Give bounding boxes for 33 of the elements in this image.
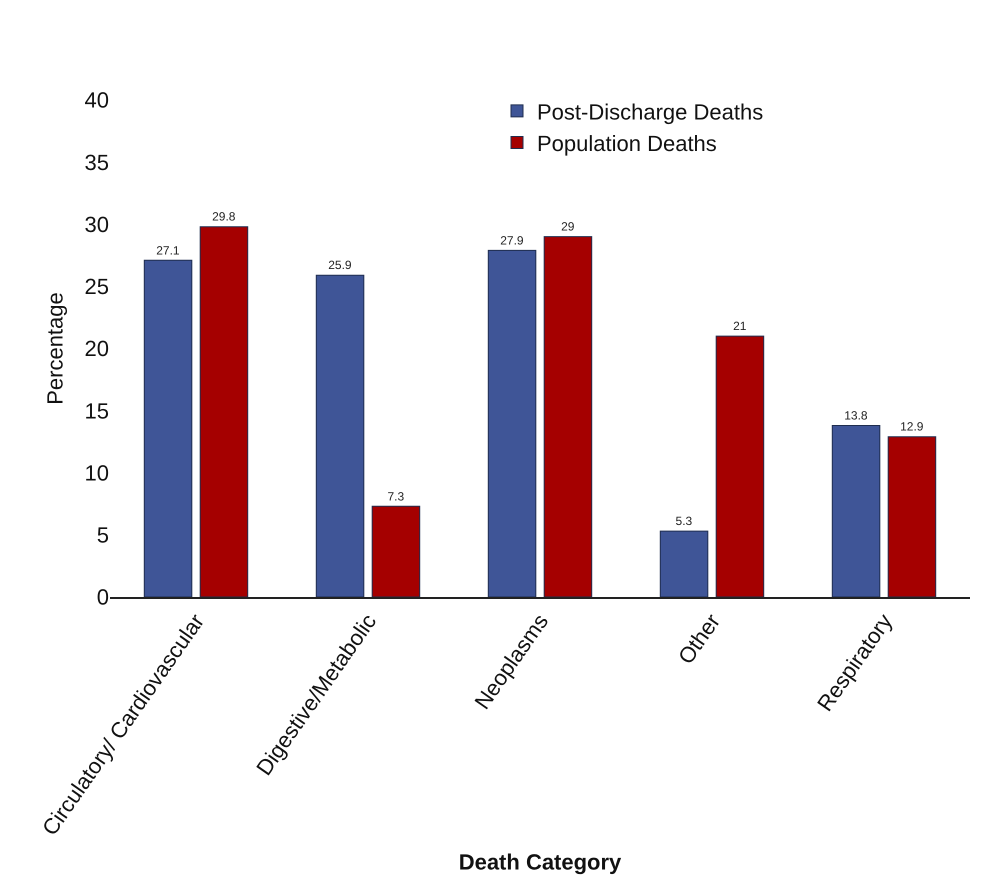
bar [144,260,192,597]
bar [372,506,420,597]
bar [488,250,536,597]
data-label: 27.9 [500,233,524,248]
bar [716,336,764,597]
bar [660,530,708,597]
y-axis-title: Percentage [42,292,68,405]
data-label: 21 [733,319,747,334]
y-tick-label: 10 [84,460,109,486]
bar [888,436,936,597]
bar [544,236,592,597]
bar [200,226,248,597]
data-label: 25.9 [328,258,352,272]
y-tick-label: 25 [84,274,109,300]
y-tick-label: 5 [96,522,109,548]
y-tick-label: 20 [84,336,109,362]
x-axis-title: Death Category [458,849,622,874]
legend-label: Post-Discharge Deaths [537,99,764,124]
data-label: 5.3 [676,514,693,528]
data-label: 29.8 [212,210,236,224]
legend-label: Population Deaths [537,131,717,156]
bar [316,274,364,597]
data-label: 12.9 [900,420,924,434]
y-tick-label: 0 [96,584,109,610]
y-tick-label: 30 [84,212,109,237]
bar [832,425,880,597]
y-tick-label: 15 [84,398,109,424]
data-label: 7.3 [387,489,404,504]
y-tick-label: 40 [84,88,109,113]
y-tick-label: 35 [84,150,109,175]
data-label: 13.8 [844,408,868,423]
data-label: 27.1 [156,243,180,258]
data-label: 29 [561,220,575,234]
